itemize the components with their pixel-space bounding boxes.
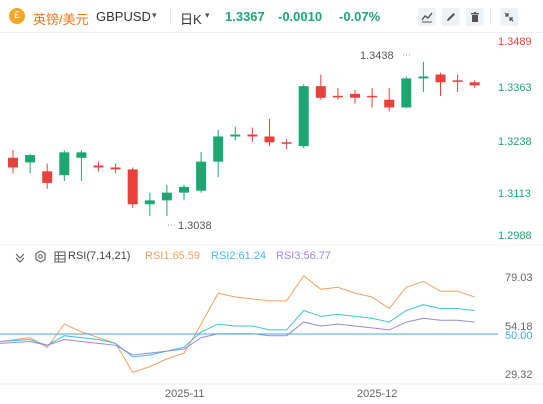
candle[interactable] xyxy=(93,161,104,172)
price-change-percent: -0.07% xyxy=(339,9,381,24)
price-axis-tick: 1.3113 xyxy=(498,188,531,200)
candle[interactable] xyxy=(110,163,121,174)
candle[interactable] xyxy=(76,150,87,182)
pencil-icon[interactable] xyxy=(442,8,460,26)
candle[interactable] xyxy=(230,126,241,141)
currency-coin-icon: £ xyxy=(9,8,25,24)
rsi-axis-tick: 79.03 xyxy=(505,272,533,284)
rsi-midline-tick: 50.00 xyxy=(505,330,533,342)
candle[interactable] xyxy=(264,119,275,147)
period-selector[interactable]: 日K xyxy=(180,12,202,27)
candle[interactable] xyxy=(350,90,360,104)
candle[interactable] xyxy=(8,150,18,174)
x-axis-label: 2025-12 xyxy=(357,388,398,400)
collapse-icon[interactable] xyxy=(500,8,518,26)
line-chart-icon[interactable] xyxy=(418,8,436,26)
candles-group xyxy=(8,61,480,216)
candle[interactable] xyxy=(469,80,480,89)
divider xyxy=(490,9,491,25)
candle[interactable] xyxy=(435,72,446,96)
x-axis-label: 2025-11 xyxy=(165,388,205,400)
candle[interactable] xyxy=(452,74,463,92)
low-price-label: 1.3038 xyxy=(178,220,212,232)
trash-icon[interactable] xyxy=(466,8,484,26)
candle[interactable] xyxy=(161,184,172,216)
symbol-dropdown-icon[interactable]: ▾ xyxy=(152,10,157,20)
last-price: 1.3367 xyxy=(225,9,265,24)
rsi-lines xyxy=(0,274,475,374)
settings-gear-icon[interactable] xyxy=(34,250,47,263)
candle[interactable] xyxy=(59,150,70,182)
candle[interactable] xyxy=(315,74,326,100)
divider xyxy=(170,9,171,25)
price-change: -0.0010 xyxy=(278,9,323,24)
rsi1-label: RSI1:65.59 xyxy=(145,250,201,262)
collapse-arrows-icon[interactable] xyxy=(14,251,26,263)
candle[interactable] xyxy=(196,151,207,193)
candle[interactable] xyxy=(384,88,395,112)
rsi2-line xyxy=(0,304,475,358)
candle[interactable] xyxy=(247,127,258,142)
high-price-label: 1.3438 xyxy=(360,50,394,62)
rsi-axis-tick: 54.18 xyxy=(505,321,533,333)
candle[interactable] xyxy=(367,88,378,108)
candle[interactable] xyxy=(332,88,343,100)
indicator-name[interactable]: RSI(7,14,21) xyxy=(68,250,131,262)
candle[interactable] xyxy=(213,129,224,178)
candle[interactable] xyxy=(179,184,189,201)
rsi-axis-tick: 29.32 xyxy=(505,369,533,381)
pair-name[interactable]: 英镑/美元 xyxy=(33,12,89,27)
candle[interactable] xyxy=(401,76,412,109)
candle[interactable] xyxy=(418,61,429,92)
candle[interactable] xyxy=(42,163,53,189)
indicator-grid-icon[interactable] xyxy=(54,251,66,263)
chart-header: £ 英镑/美元 GBPUSD ▾ 日K ▾ 1.3367 -0.0010 -0.… xyxy=(0,0,543,33)
price-axis-tick: 1.3489 xyxy=(498,36,532,48)
period-dropdown-icon[interactable]: ▾ xyxy=(205,10,210,20)
candle[interactable] xyxy=(298,84,309,149)
rsi2-label: RSI2:61.24 xyxy=(211,250,267,262)
rsi3-label: RSI3:56.77 xyxy=(276,250,332,262)
candle[interactable] xyxy=(281,139,292,150)
price-axis-tick: 1.2988 xyxy=(498,230,532,242)
price-axis-tick: 1.3238 xyxy=(498,136,532,148)
candle[interactable] xyxy=(127,167,138,209)
candle[interactable] xyxy=(144,192,155,216)
symbol-label[interactable]: GBPUSD xyxy=(96,9,151,24)
price-axis-tick: 1.3363 xyxy=(498,82,532,94)
candle[interactable] xyxy=(25,153,36,174)
rsi1-line xyxy=(0,274,475,374)
